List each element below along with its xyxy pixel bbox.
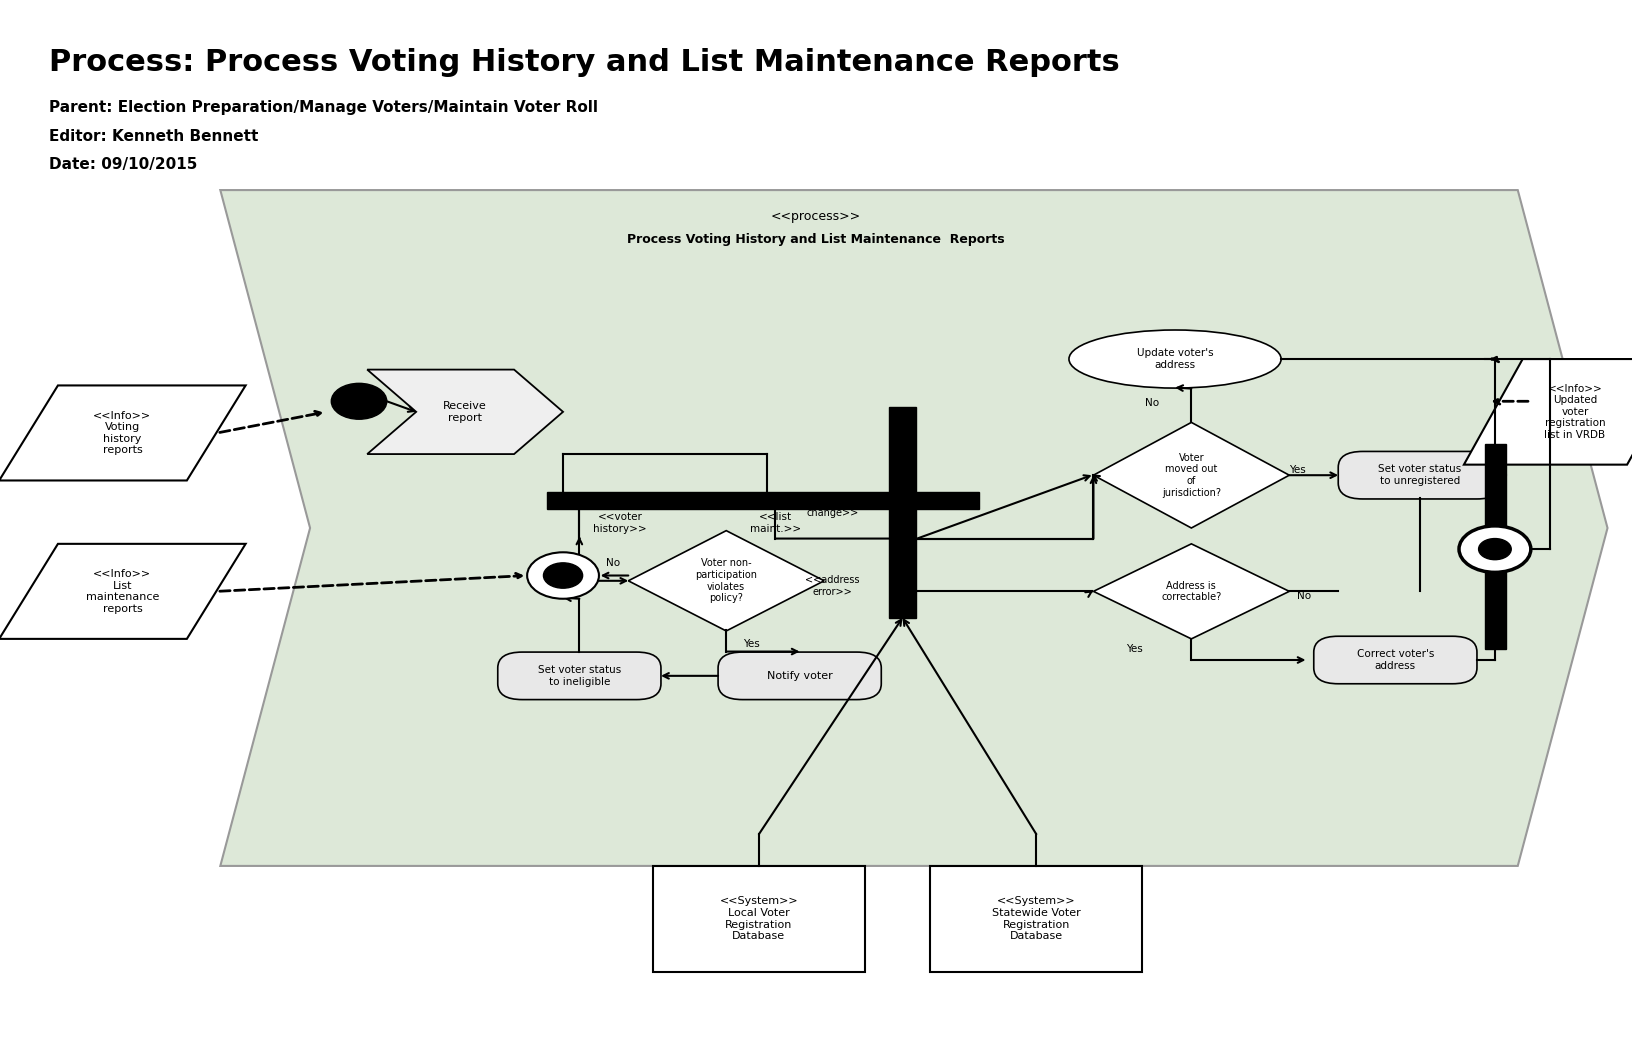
- Text: Correct voter's
address: Correct voter's address: [1356, 649, 1435, 671]
- Bar: [930, 866, 1142, 972]
- Text: Yes: Yes: [1126, 644, 1142, 654]
- Polygon shape: [1464, 359, 1632, 465]
- Circle shape: [527, 552, 599, 599]
- Text: <<address
error>>: <<address error>>: [805, 576, 860, 597]
- Text: Set voter status
to ineligible: Set voter status to ineligible: [537, 665, 622, 686]
- FancyBboxPatch shape: [498, 653, 661, 700]
- Text: Yes: Yes: [1289, 466, 1306, 475]
- Text: <<list
maint.>>: <<list maint.>>: [749, 512, 801, 533]
- Text: Voter non-
participation
violates
policy?: Voter non- participation violates policy…: [695, 559, 757, 603]
- Text: Process Voting History and List Maintenance  Reports: Process Voting History and List Maintena…: [627, 233, 1005, 246]
- Circle shape: [543, 563, 583, 588]
- Text: Set voter status
to unregistered: Set voter status to unregistered: [1377, 465, 1462, 486]
- Text: No: No: [1297, 591, 1312, 601]
- Text: Address is
correctable?: Address is correctable?: [1162, 581, 1221, 602]
- Ellipse shape: [1069, 329, 1281, 388]
- Text: No: No: [1144, 398, 1159, 409]
- Bar: [1485, 444, 1506, 649]
- FancyBboxPatch shape: [1338, 451, 1501, 498]
- Text: Date: 09/10/2015: Date: 09/10/2015: [49, 157, 197, 172]
- Text: <<Info>>
Updated
voter
registration
list in VRDB: <<Info>> Updated voter registration list…: [1544, 383, 1606, 440]
- Polygon shape: [1093, 422, 1289, 528]
- Bar: [889, 407, 916, 618]
- Text: Editor: Kenneth Bennett: Editor: Kenneth Bennett: [49, 129, 258, 144]
- Text: Process: Process Voting History and List Maintenance Reports: Process: Process Voting History and List…: [49, 48, 1120, 76]
- Circle shape: [331, 383, 387, 419]
- Polygon shape: [628, 530, 824, 630]
- Text: <<System>>
Statewide Voter
Registration
Database: <<System>> Statewide Voter Registration …: [992, 897, 1080, 941]
- Circle shape: [1479, 539, 1511, 560]
- Text: Voter
moved out
of
jurisdiction?: Voter moved out of jurisdiction?: [1162, 453, 1221, 497]
- Polygon shape: [0, 385, 245, 480]
- Text: Yes: Yes: [743, 639, 759, 648]
- Polygon shape: [367, 370, 563, 454]
- Polygon shape: [220, 190, 1608, 866]
- Text: Receive
report: Receive report: [444, 401, 486, 422]
- Circle shape: [1459, 526, 1531, 572]
- Polygon shape: [1093, 544, 1289, 639]
- Text: <<process>>: <<process>>: [770, 210, 862, 223]
- Bar: [653, 866, 865, 972]
- Text: Notify voter: Notify voter: [767, 671, 832, 681]
- Text: Update voter's
address: Update voter's address: [1138, 348, 1213, 370]
- Text: Parent: Election Preparation/Manage Voters/Maintain Voter Roll: Parent: Election Preparation/Manage Vote…: [49, 100, 597, 115]
- Text: <<voter
history>>: <<voter history>>: [594, 512, 646, 533]
- Text: <<Info>>
List
maintenance
reports: <<Info>> List maintenance reports: [86, 569, 158, 614]
- Text: <<System>>
Local Voter
Registration
Database: <<System>> Local Voter Registration Data…: [720, 897, 798, 941]
- Text: No: No: [605, 559, 620, 568]
- Polygon shape: [0, 544, 245, 639]
- Text: <<Info>>
Voting
history
reports: <<Info>> Voting history reports: [93, 411, 152, 455]
- Bar: [547, 492, 979, 509]
- Text: <<address
change>>: <<address change>>: [805, 496, 860, 517]
- FancyBboxPatch shape: [1314, 636, 1477, 684]
- FancyBboxPatch shape: [718, 653, 881, 700]
